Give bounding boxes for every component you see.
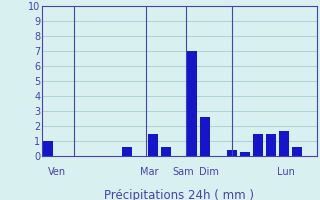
Bar	[148, 134, 158, 156]
Bar	[240, 152, 250, 156]
Bar	[279, 130, 289, 156]
Text: Mar: Mar	[140, 167, 158, 177]
Text: Sam: Sam	[173, 167, 194, 177]
Bar	[201, 117, 210, 156]
Bar	[292, 147, 302, 156]
Bar	[253, 134, 263, 156]
Bar	[43, 141, 53, 156]
Text: Dim: Dim	[199, 167, 219, 177]
Bar	[266, 134, 276, 156]
Text: Lun: Lun	[277, 167, 295, 177]
Bar	[161, 147, 171, 156]
Bar	[122, 147, 132, 156]
Bar	[227, 150, 236, 156]
Text: Précipitations 24h ( mm ): Précipitations 24h ( mm )	[104, 189, 254, 200]
Text: Ven: Ven	[48, 167, 66, 177]
Bar	[188, 51, 197, 156]
